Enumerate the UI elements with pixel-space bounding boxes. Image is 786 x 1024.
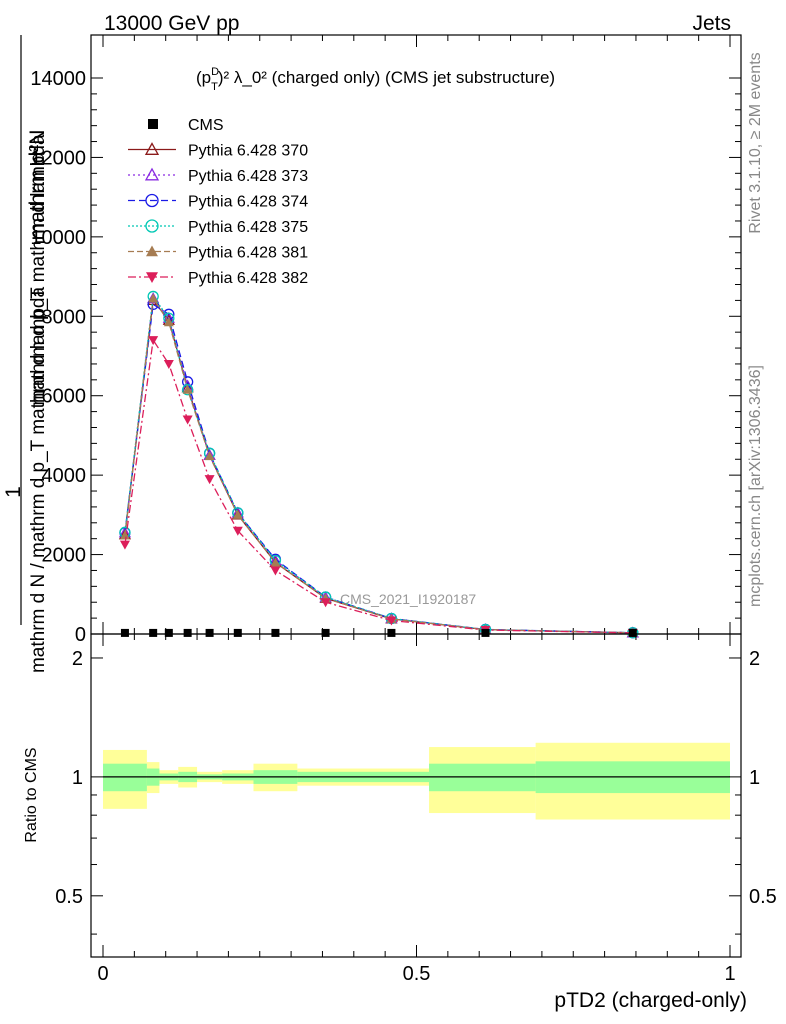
legend-marker: [145, 193, 159, 208]
legend-entry: Pythia 6.428 381: [128, 245, 308, 262]
legend-label: CMS: [188, 117, 224, 134]
jets-label: Jets: [692, 12, 731, 35]
ratio-y-tick-label-right: 1: [749, 767, 760, 789]
ratio-y-tick-label: 2: [72, 648, 83, 670]
series-line: [124, 296, 633, 634]
legend-marker: [144, 167, 160, 181]
mcplots-label: mcplots.cern.ch [arXiv:1306.3436]: [747, 365, 764, 607]
y-tick-label: 12000: [30, 147, 86, 169]
legend-label: Pythia 6.428 370: [188, 143, 308, 160]
legend-label: Pythia 6.428 375: [188, 219, 308, 236]
cms-point: [164, 628, 173, 637]
series-point: [232, 526, 243, 536]
series-pythia-6-428-370: [118, 294, 639, 638]
x-axis-label: pTD2 (charged-only): [554, 989, 747, 1012]
series-point: [270, 557, 281, 567]
ratio-y-tick-label-right: 2: [749, 648, 760, 670]
series-cms: [120, 628, 637, 637]
series-point: [182, 415, 193, 425]
legend-label: Pythia 6.428 373: [188, 168, 308, 185]
y-label-one: 1: [2, 486, 25, 498]
ratio-y-tick-label-right: 0.5: [749, 886, 777, 908]
legend-label: Pythia 6.428 382: [188, 270, 308, 287]
y-tick-label: 2000: [42, 545, 87, 567]
legend-marker: [148, 119, 158, 129]
legend: CMS Pythia 6.428 370 Pythia 6.428 373 Pythi…: [128, 117, 308, 287]
legend-entry: Pythia 6.428 370: [128, 142, 308, 160]
series-pythia-6-428-382: [119, 336, 638, 638]
cms-point: [183, 628, 192, 637]
series-point: [163, 317, 174, 327]
series-pythia-6-428-375: [119, 290, 639, 639]
cms-point: [387, 628, 396, 637]
y-tick-label: 6000: [42, 386, 87, 408]
series-point: [320, 598, 331, 608]
analysis-watermark: CMS_2021_I1920187: [340, 591, 476, 607]
cms-point: [271, 628, 280, 637]
cms-point: [205, 628, 214, 637]
x-tick-label: 1: [724, 963, 735, 985]
y-label-numerator-top: mathrm d²N: [26, 130, 49, 241]
legend-entry: Pythia 6.428 374: [128, 194, 308, 211]
series-point: [204, 475, 215, 485]
cms-point: [149, 628, 158, 637]
series-line: [124, 294, 633, 634]
y-tick-label: 4000: [42, 465, 87, 487]
legend-entry: Pythia 6.428 375: [128, 219, 308, 236]
ratio-panel: 0.5 0.5 1 1 2 2 0 0.5 1: [55, 633, 777, 985]
main-panel: 0 2000 4000 6000 8000 10000 12000 14000: [30, 34, 742, 646]
legend-marker: [145, 219, 159, 233]
y-tick-label: 10000: [30, 227, 86, 249]
x-tick-label: 0: [97, 963, 108, 985]
legend-marker: [146, 272, 158, 283]
ratio-y-tick-label: 0.5: [55, 886, 83, 908]
series-point: [386, 616, 397, 626]
legend-marker: [144, 142, 160, 155]
cms-point: [233, 628, 242, 637]
series-point: [204, 451, 215, 461]
series-pythia-6-428-381: [119, 293, 638, 637]
cms-point: [120, 628, 129, 637]
series-point: [232, 509, 243, 519]
legend-marker: [146, 245, 158, 257]
series-line: [124, 296, 633, 634]
legend-entry: Pythia 6.428 382: [128, 270, 308, 287]
cms-point: [628, 628, 637, 637]
y-tick-label: 14000: [30, 68, 86, 90]
series-line: [124, 298, 633, 634]
ratio-y-label: Ratio to CMS: [23, 747, 40, 842]
ratio-y-tick-label: 1: [72, 767, 83, 789]
cms-point: [321, 628, 330, 637]
y-tick-label: 8000: [42, 306, 87, 328]
plot-title: (pD T)² λ_0² (charged only) (CMS jet subs…: [196, 66, 555, 93]
legend-entry: Pythia 6.428 373: [128, 167, 308, 185]
legend-entry: CMS: [148, 117, 224, 134]
rivet-label: Rivet 3.1.10, ≥ 2M events: [747, 52, 764, 233]
legend-label: Pythia 6.428 374: [188, 194, 308, 211]
series-point: [148, 336, 159, 346]
series-point: [270, 566, 281, 576]
series-point: [182, 384, 193, 394]
series-pythia-6-428-373: [118, 292, 639, 638]
cms-point: [481, 628, 490, 637]
y-label-denominator: mathrm d N / mathrm d p_T mathrm d lambd…: [28, 287, 49, 674]
series-point: [119, 540, 130, 550]
series-point: [119, 530, 130, 540]
y-label-numerator-bottom: mathrm d p_T mathrm d lambda: [28, 134, 49, 405]
series-line: [124, 303, 633, 634]
y-tick-label: 0: [75, 624, 86, 646]
x-tick-label: 0.5: [403, 963, 431, 985]
energy-label: 13000 GeV pp: [104, 12, 239, 35]
y-axis-label: 1 mathrm d²N mathrm d p_T mathrm d lambd…: [2, 35, 49, 673]
series-line: [124, 338, 633, 634]
series-point: [163, 359, 174, 369]
series-point: [148, 293, 159, 303]
series-pythia-6-428-374: [119, 298, 639, 639]
legend-label: Pythia 6.428 381: [188, 245, 308, 262]
